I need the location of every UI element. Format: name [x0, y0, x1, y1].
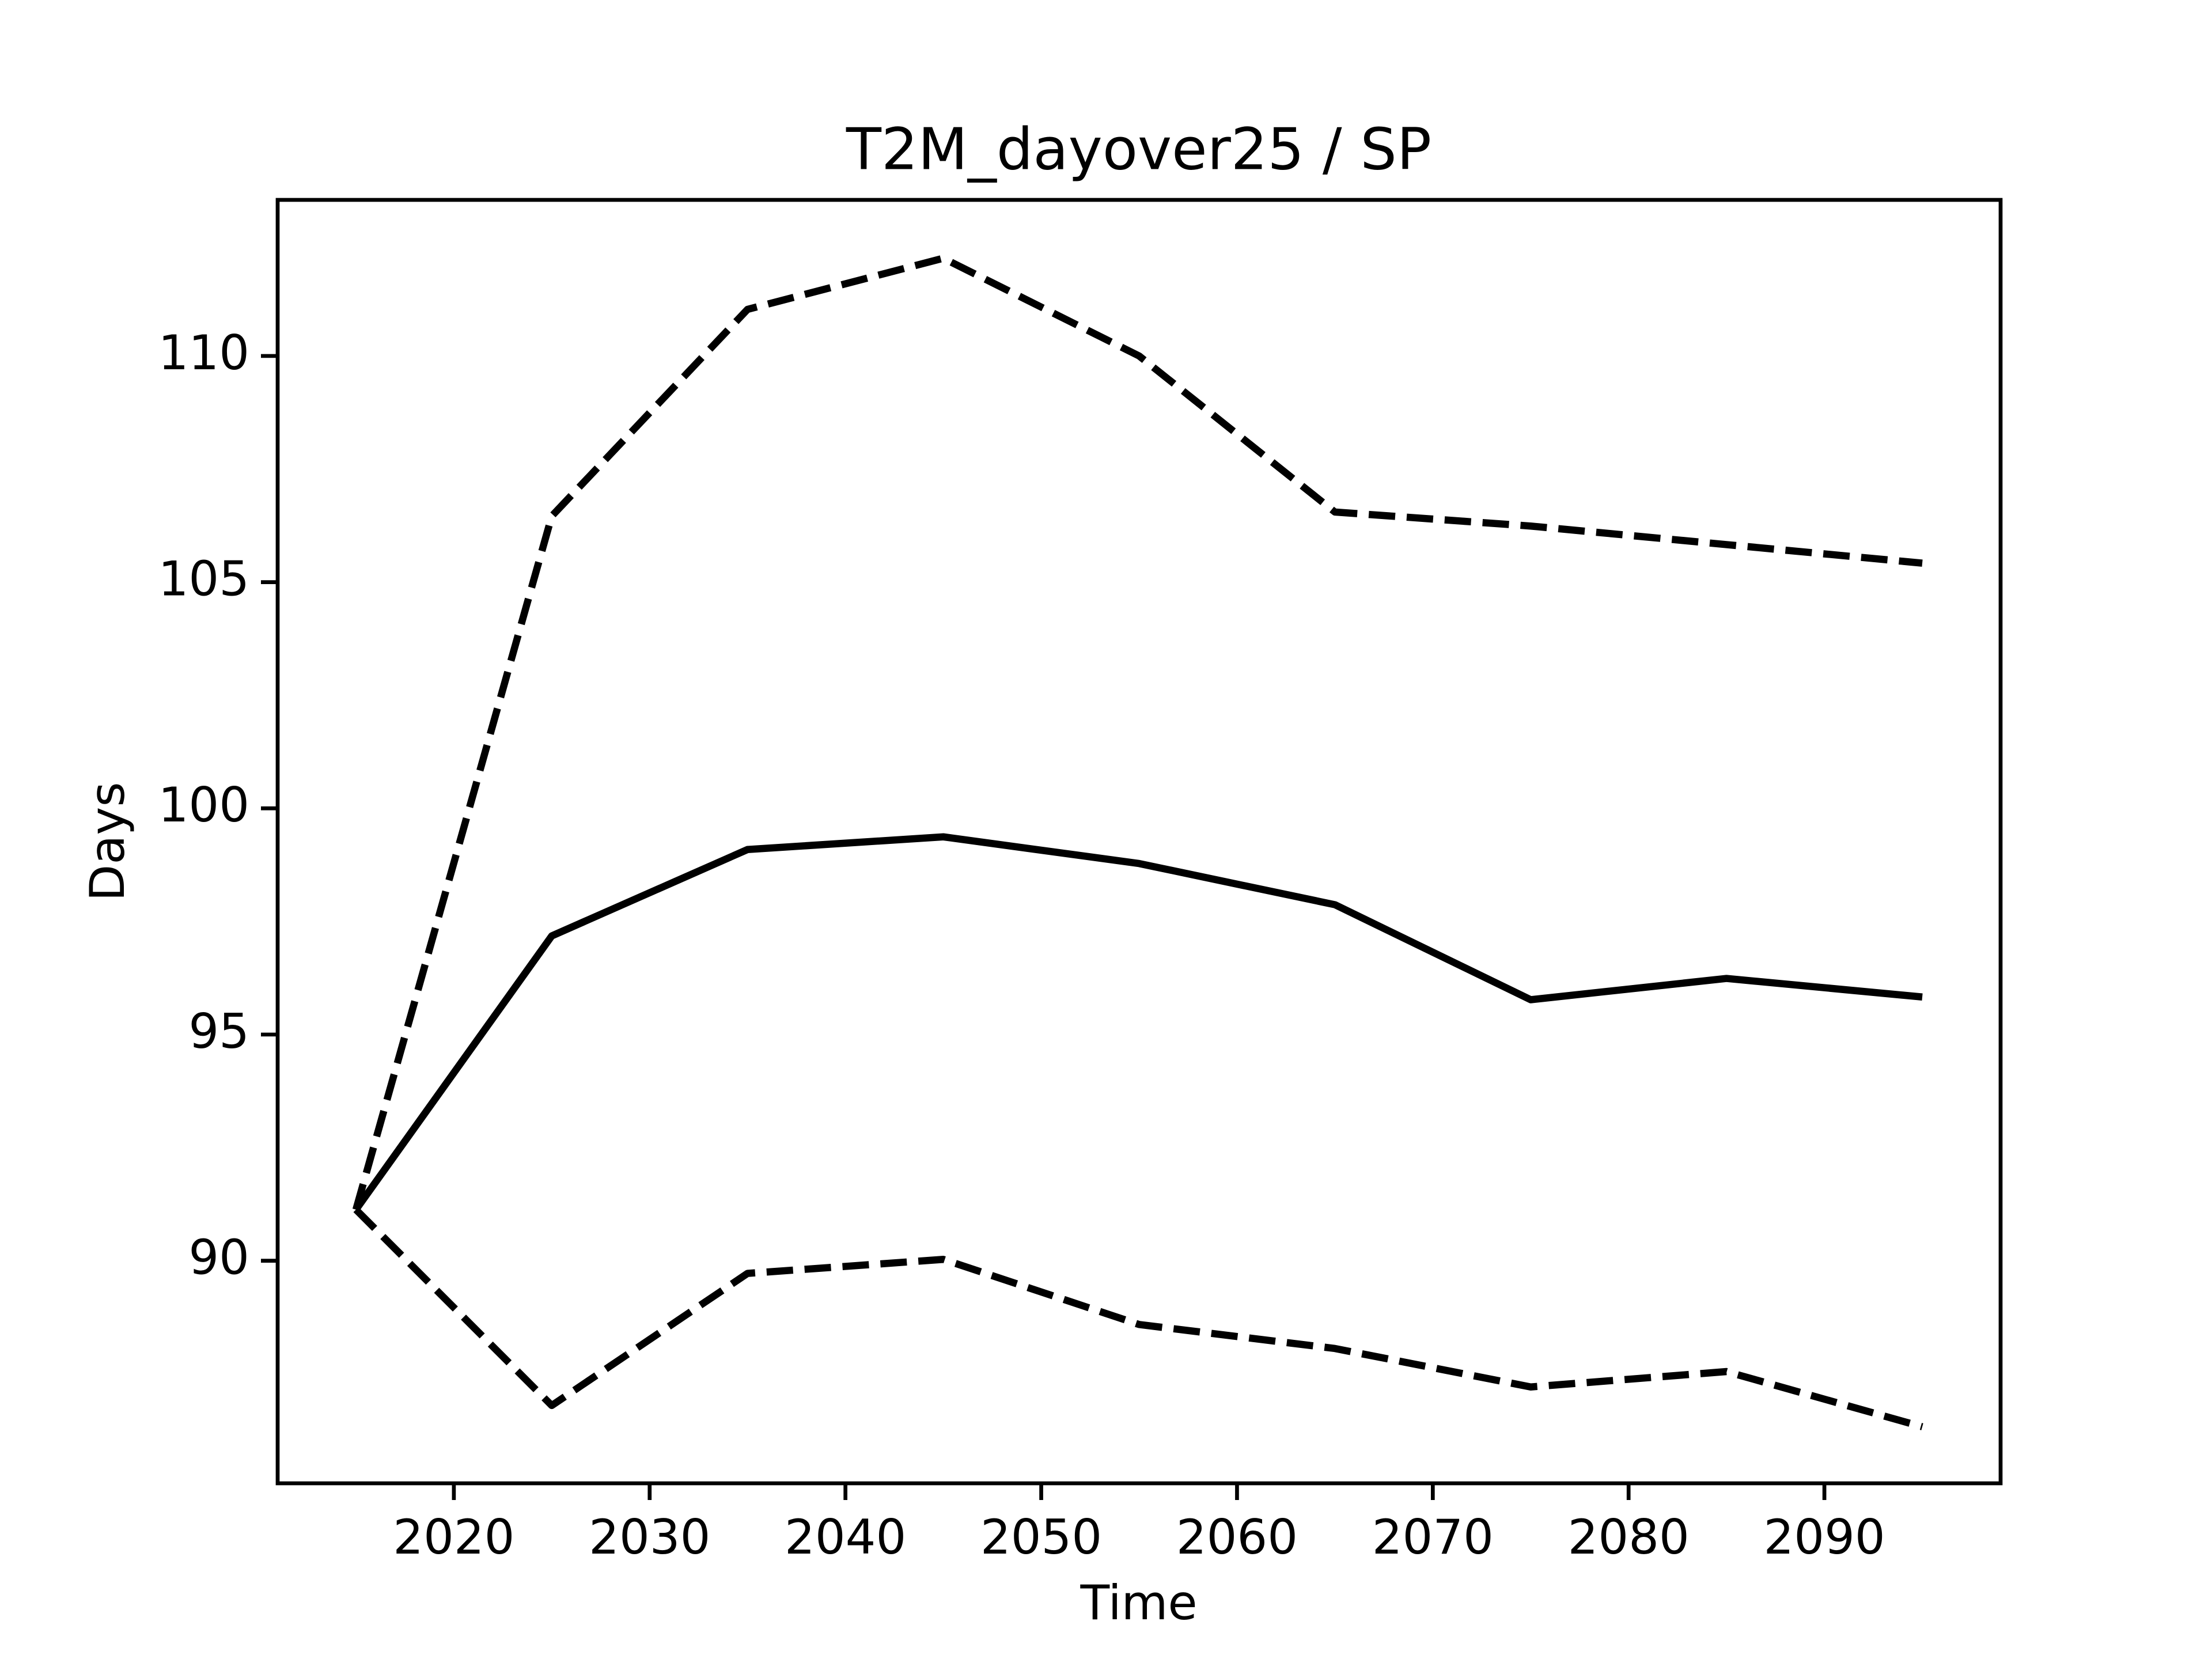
- x-tick-label: 2020: [393, 1509, 514, 1565]
- chart-title: T2M_dayover25 / SP: [846, 115, 1431, 183]
- series-line: [352, 255, 1923, 1211]
- y-tick-label: 100: [158, 777, 249, 833]
- x-tick-label: 2080: [1568, 1509, 1690, 1565]
- y-tick-label: 90: [188, 1230, 249, 1286]
- y-tick-label: 95: [188, 1003, 249, 1059]
- y-tick-label: 105: [158, 551, 249, 607]
- plot-frame: [275, 198, 2003, 1486]
- x-axis-label: Time: [1080, 1575, 1197, 1631]
- x-tick-label: 2040: [785, 1509, 906, 1565]
- x-tick-label: 2090: [1763, 1509, 1885, 1565]
- x-tick-label: 2070: [1372, 1509, 1494, 1565]
- y-tick-label: 110: [158, 325, 249, 381]
- series-line: [353, 1207, 1923, 1430]
- series-line: [353, 833, 1923, 1212]
- y-axis-label: Days: [79, 782, 135, 901]
- x-tick-label: 2050: [980, 1509, 1102, 1565]
- x-tick-label: 2030: [589, 1509, 710, 1565]
- x-tick-label: 2060: [1176, 1509, 1298, 1565]
